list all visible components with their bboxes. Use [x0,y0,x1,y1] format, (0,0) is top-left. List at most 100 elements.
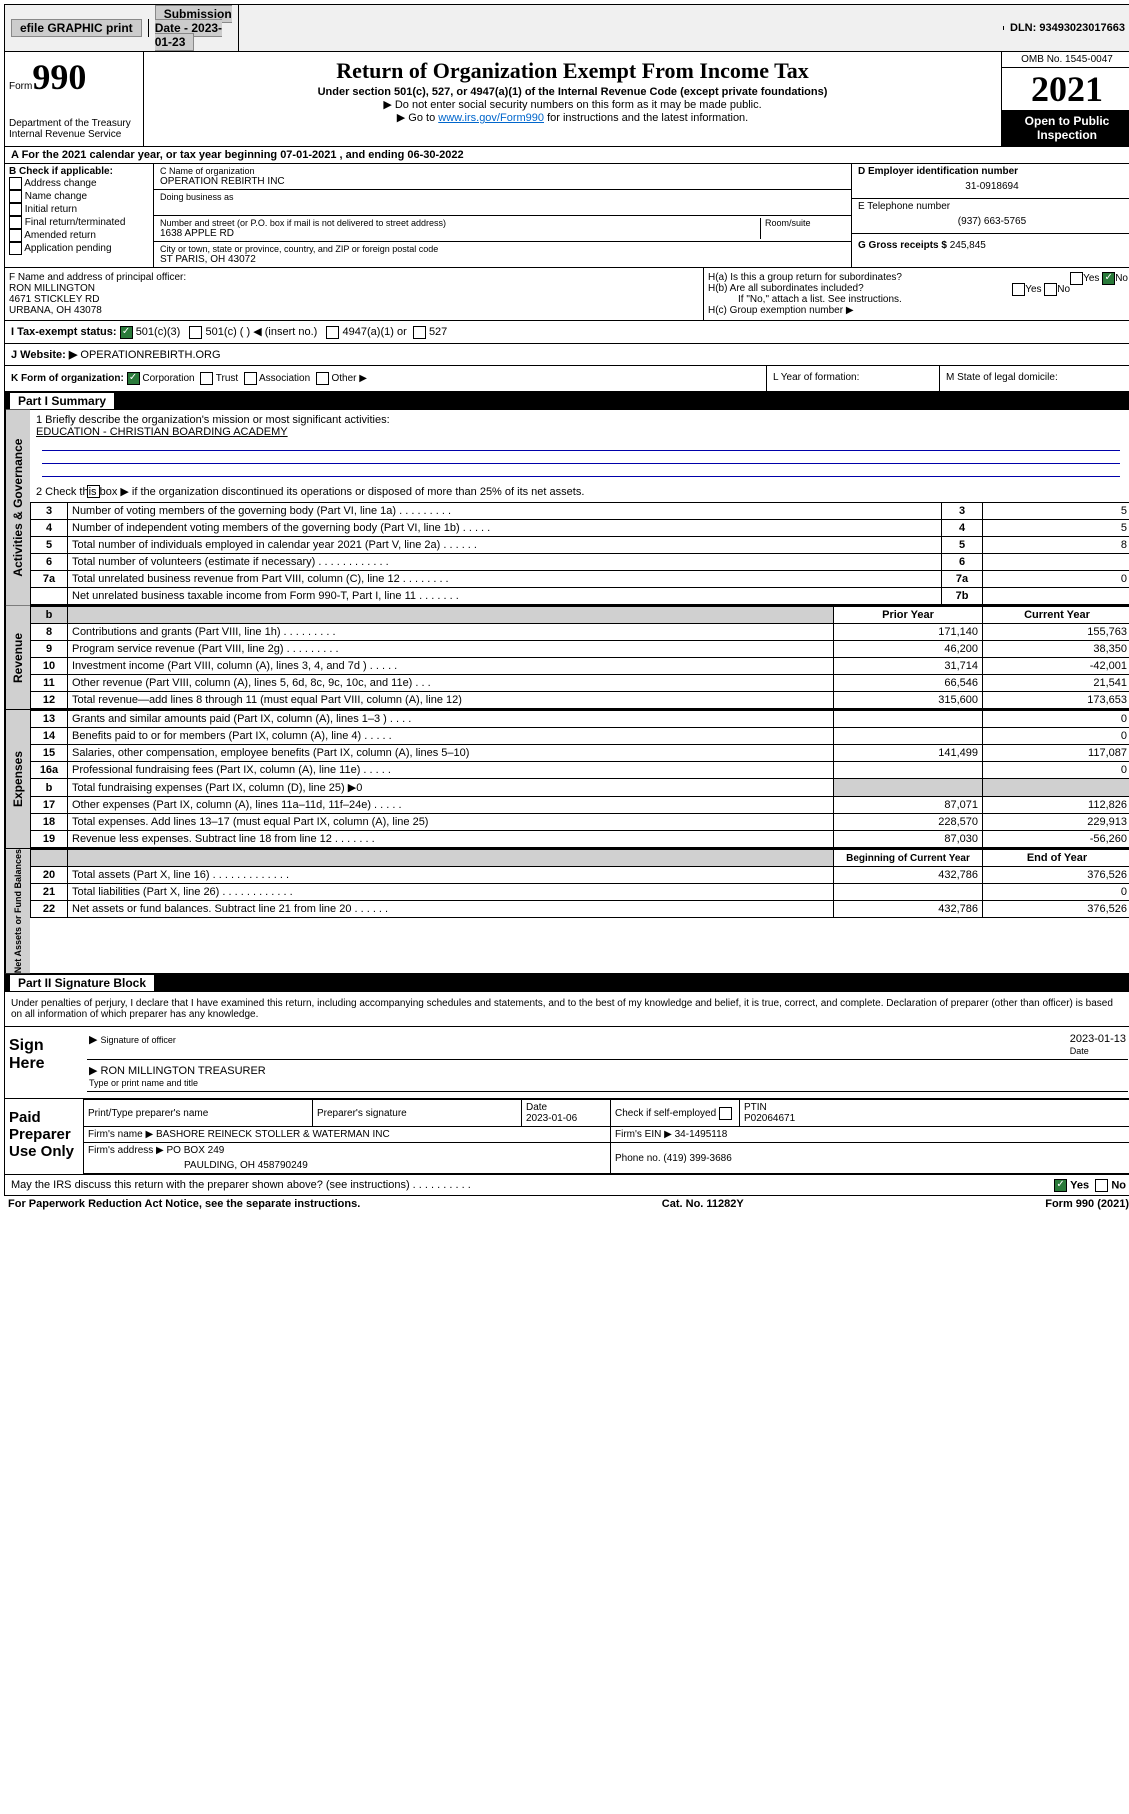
form-title: Return of Organization Exempt From Incom… [148,58,997,84]
discuss-no[interactable] [1095,1179,1108,1192]
irs-link[interactable]: www.irs.gov/Form990 [438,112,544,124]
vtab-revenue: Revenue [5,606,30,709]
k-other[interactable] [316,372,329,385]
check-4947[interactable] [326,326,339,339]
line-m: M State of legal domicile: [939,366,1129,391]
omb-number: OMB No. 1545-0047 [1002,52,1129,68]
section-fh: F Name and address of principal officer:… [4,268,1129,321]
ptin-value: P02064671 [744,1113,795,1124]
irs-label: Internal Revenue Service [9,129,139,140]
city-state-zip: ST PARIS, OH 43072 [160,254,845,265]
firm-addr2: PAULDING, OH 458790249 [84,1158,611,1174]
governance-section: Activities & Governance 1 Briefly descri… [4,410,1129,607]
ha-label: H(a) Is this a group return for subordin… [708,272,902,283]
k-corp[interactable] [127,372,140,385]
vtab-governance: Activities & Governance [5,410,30,606]
form-prefix: Form [9,81,32,92]
hc-label: H(c) Group exemption number ▶ [708,305,1128,316]
form-header: Form990 Department of the Treasury Inter… [4,52,1129,147]
phone-value: (937) 663-5765 [858,212,1126,231]
org-name: OPERATION REBIRTH INC [160,176,845,187]
phone-label: E Telephone number [858,201,1126,212]
check-namechange[interactable] [9,190,22,203]
hb-label: H(b) Are all subordinates included? [708,283,864,294]
footer-right: Form 990 (2021) [1045,1198,1129,1210]
hb-yes[interactable] [1012,283,1025,296]
open-inspection: Open to Public Inspection [1002,110,1129,146]
check-pending[interactable] [9,242,22,255]
gross-label: G Gross receipts $ [858,240,947,251]
vtab-expenses: Expenses [5,710,30,848]
line-klm: K Form of organization: Corporation Trus… [4,366,1129,392]
note-ssn: ▶ Do not enter social security numbers o… [148,98,997,111]
city-label: City or town, state or province, country… [160,244,845,254]
officer-addr1: 4671 STICKLEY RD [9,294,699,305]
form-subtitle: Under section 501(c), 527, or 4947(a)(1)… [148,86,997,98]
street-address: 1638 APPLE RD [160,228,760,239]
officer-name-title: RON MILLINGTON TREASURER [101,1065,266,1077]
footer: For Paperwork Reduction Act Notice, see … [4,1196,1129,1212]
declaration-text: Under penalties of perjury, I declare th… [4,992,1129,1027]
sig-date: 2023-01-13 [1070,1033,1126,1045]
firm-name: BASHORE REINECK STOLLER & WATERMAN INC [156,1129,390,1140]
part2-header: Part II Signature Block [4,974,1129,992]
check-527[interactable] [413,326,426,339]
check-501c3[interactable] [120,326,133,339]
tax-year: 2021 [1002,68,1129,110]
mission-text: EDUCATION - CHRISTIAN BOARDING ACADEMY [36,426,1126,438]
discuss-yes[interactable] [1054,1179,1067,1192]
revenue-section: Revenue b Prior Year Current Year 8Contr… [4,606,1129,710]
gross-value: 245,845 [950,240,986,251]
check-amended[interactable] [9,229,22,242]
efile-button[interactable]: efile GRAPHIC print [11,19,142,37]
top-bar: efile GRAPHIC print Submission Date - 20… [4,4,1129,52]
note-goto: ▶ Go to www.irs.gov/Form990 for instruct… [148,111,997,124]
dba-label: Doing business as [160,192,845,202]
section-bcd: B Check if applicable: Address change Na… [4,164,1129,268]
line-i: I Tax-exempt status: 501(c)(3) 501(c) ( … [4,321,1129,344]
q2-label: 2 Check this box ▶ if the organization d… [30,481,1129,503]
netassets-section: Net Assets or Fund Balances Beginning of… [4,849,1129,974]
line-a: A For the 2021 calendar year, or tax yea… [4,147,1129,164]
ha-yes[interactable] [1070,272,1083,285]
hb-no[interactable] [1044,283,1057,296]
part1-header: Part I Summary [4,392,1129,410]
revenue-table: b Prior Year Current Year 8Contributions… [30,606,1129,709]
check-address[interactable] [9,177,22,190]
ha-no[interactable] [1102,272,1115,285]
footer-mid: Cat. No. 11282Y [662,1198,744,1210]
expenses-section: Expenses 13Grants and similar amounts pa… [4,710,1129,849]
name-label: C Name of organization [160,166,845,176]
firm-addr1: PO BOX 249 [167,1145,225,1156]
col-b-heading: B Check if applicable: [9,166,149,177]
q1-label: 1 Briefly describe the organization's mi… [36,414,1126,426]
line-l: L Year of formation: [766,366,939,391]
sign-here-label: Sign Here [5,1027,83,1098]
firm-phone: (419) 399-3686 [663,1153,731,1164]
check-final[interactable] [9,216,22,229]
check-initial[interactable] [9,203,22,216]
q2-check[interactable] [87,485,100,498]
expenses-table: 13Grants and similar amounts paid (Part … [30,710,1129,848]
paid-preparer-block: Paid Preparer Use Only Print/Type prepar… [4,1099,1129,1175]
dept-treasury: Department of the Treasury [9,118,139,129]
self-employed-check[interactable] [719,1107,732,1120]
footer-left: For Paperwork Reduction Act Notice, see … [8,1198,360,1210]
dln: DLN: 93493023017663 [1004,20,1129,36]
line-j: J Website: ▶ OPERATIONREBIRTH.ORG [4,344,1129,366]
discuss-line: May the IRS discuss this return with the… [4,1175,1129,1196]
vtab-netassets: Net Assets or Fund Balances [5,849,30,973]
officer-name: RON MILLINGTON [9,283,699,294]
k-trust[interactable] [200,372,213,385]
ein-value: 31-0918694 [858,177,1126,196]
netassets-table: Beginning of Current Year End of Year 20… [30,849,1129,918]
room-label: Room/suite [760,218,845,239]
form-number: 990 [32,57,86,97]
prep-date: 2023-01-06 [526,1113,577,1124]
k-assoc[interactable] [244,372,257,385]
check-501c[interactable] [189,326,202,339]
sign-here-block: Sign Here ▶ Signature of officer 2023-01… [4,1027,1129,1099]
officer-addr2: URBANA, OH 43078 [9,305,699,316]
paid-preparer-label: Paid Preparer Use Only [5,1099,83,1174]
website-value: OPERATIONREBIRTH.ORG [80,349,220,361]
